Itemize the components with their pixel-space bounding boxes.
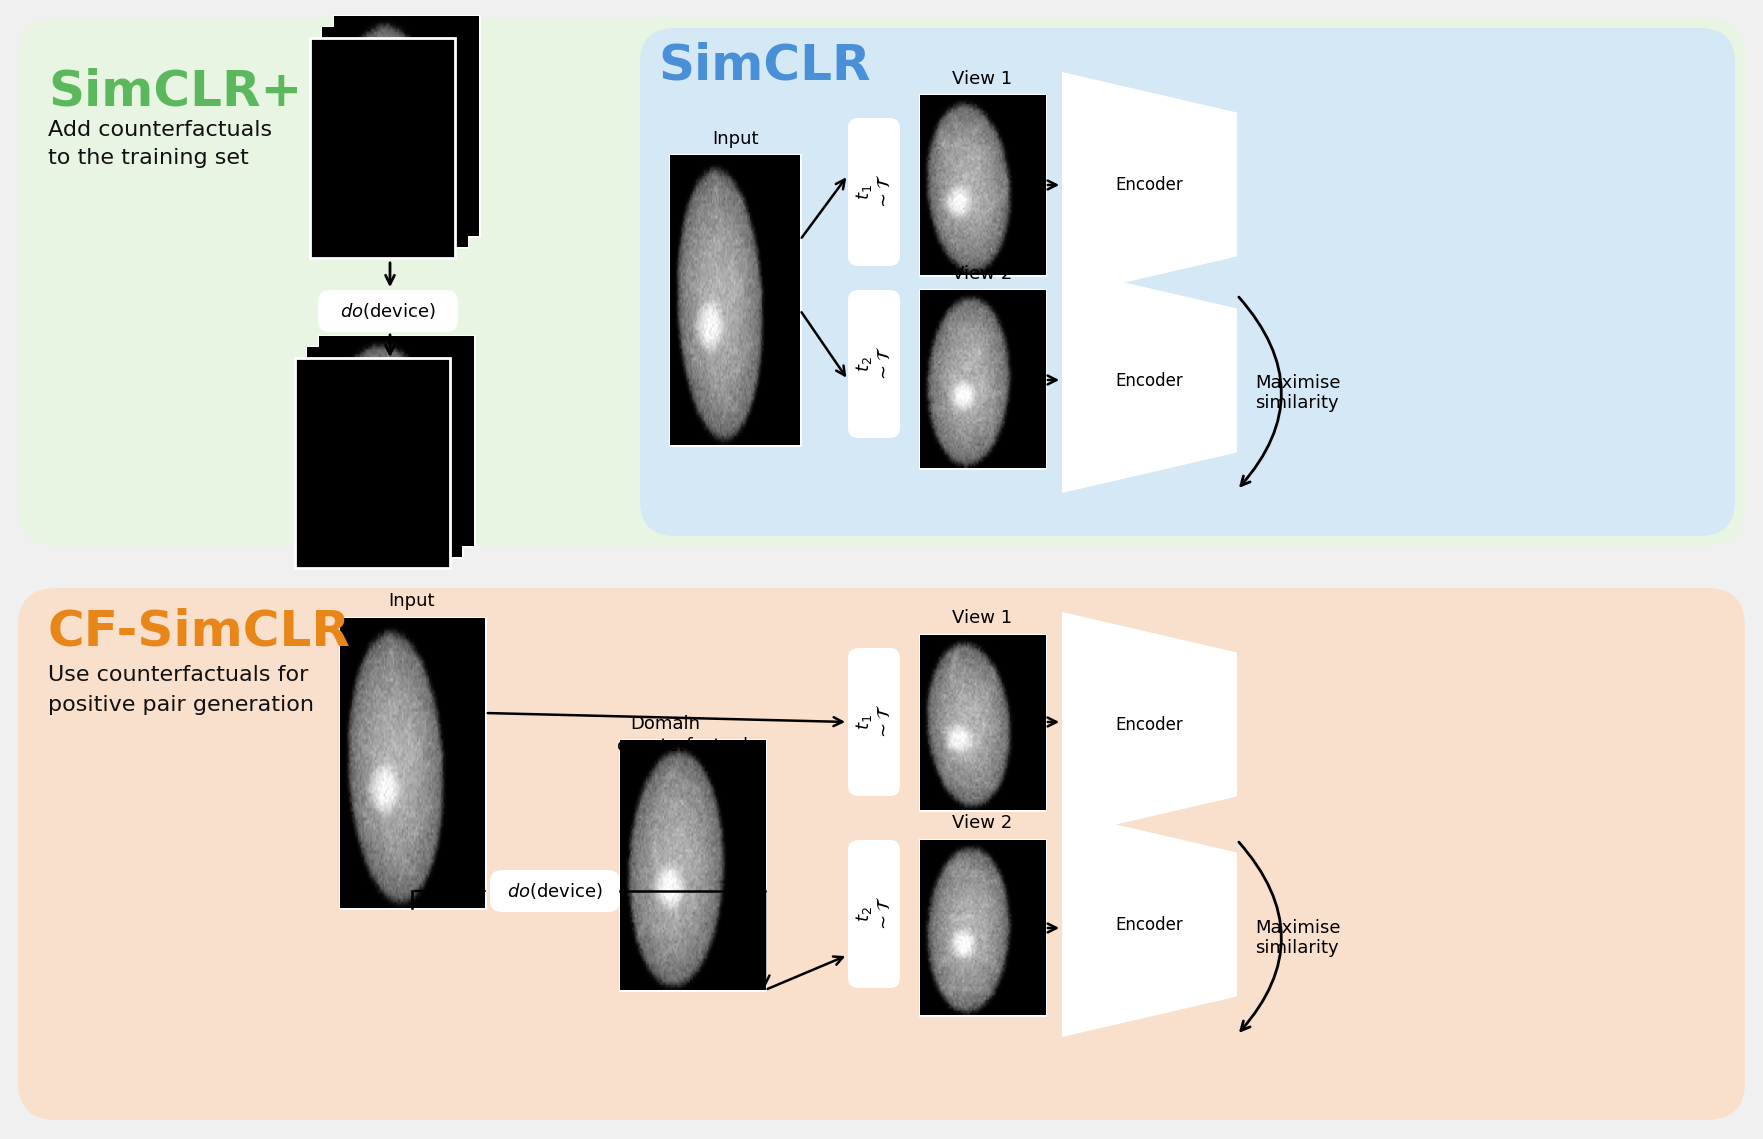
FancyBboxPatch shape — [18, 18, 1745, 546]
FancyBboxPatch shape — [848, 839, 899, 988]
Polygon shape — [1061, 812, 1238, 1036]
Text: counterfactual: counterfactual — [617, 737, 748, 755]
FancyBboxPatch shape — [848, 118, 899, 267]
Text: Encoder: Encoder — [1116, 916, 1183, 934]
Text: Add counterfactuals: Add counterfactuals — [48, 120, 272, 140]
Bar — [307, 347, 462, 557]
Bar — [323, 27, 467, 247]
FancyBboxPatch shape — [848, 290, 899, 439]
Text: Encoder: Encoder — [1116, 175, 1183, 194]
Text: Input: Input — [390, 592, 435, 611]
Polygon shape — [1061, 72, 1238, 297]
Text: SimCLR: SimCLR — [658, 42, 871, 90]
FancyBboxPatch shape — [18, 588, 1745, 1120]
Bar — [621, 740, 765, 990]
Bar — [340, 618, 485, 908]
Bar — [920, 290, 1045, 468]
Bar — [319, 336, 474, 546]
Polygon shape — [1061, 268, 1238, 493]
Text: SimCLR+: SimCLR+ — [48, 68, 301, 116]
Polygon shape — [1061, 612, 1238, 837]
Bar — [920, 839, 1045, 1015]
Text: View 2: View 2 — [952, 814, 1012, 831]
Bar — [920, 95, 1045, 274]
Text: positive pair generation: positive pair generation — [48, 695, 314, 715]
FancyBboxPatch shape — [317, 290, 458, 331]
Text: Encoder: Encoder — [1116, 715, 1183, 734]
Text: View 2: View 2 — [952, 265, 1012, 282]
Text: Maximise
similarity: Maximise similarity — [1255, 918, 1340, 958]
Text: $\it{do}$(device): $\it{do}$(device) — [340, 301, 435, 321]
Text: Input: Input — [712, 130, 758, 148]
Text: $t_2$
$\sim \mathcal{T}$: $t_2$ $\sim \mathcal{T}$ — [853, 895, 894, 933]
FancyBboxPatch shape — [490, 870, 621, 912]
Bar — [294, 358, 450, 568]
Text: Use counterfactuals for: Use counterfactuals for — [48, 665, 309, 685]
Text: $t_1$
$\sim \mathcal{T}$: $t_1$ $\sim \mathcal{T}$ — [853, 704, 894, 740]
Bar — [310, 38, 455, 259]
FancyBboxPatch shape — [848, 648, 899, 796]
Text: $t_2$
$\sim \mathcal{T}$: $t_2$ $\sim \mathcal{T}$ — [853, 345, 894, 383]
Text: Domain: Domain — [629, 715, 700, 734]
Bar — [920, 636, 1045, 810]
Text: to the training set: to the training set — [48, 148, 249, 167]
Text: $\it{do}$(device): $\it{do}$(device) — [508, 880, 603, 901]
Text: CF-SimCLR: CF-SimCLR — [48, 608, 351, 656]
Text: $t_1$
$\sim \mathcal{T}$: $t_1$ $\sim \mathcal{T}$ — [853, 173, 894, 211]
Bar — [670, 155, 800, 445]
FancyBboxPatch shape — [640, 28, 1735, 536]
Text: Encoder: Encoder — [1116, 371, 1183, 390]
Bar — [333, 16, 480, 236]
Text: Maximise
similarity: Maximise similarity — [1255, 374, 1340, 412]
Text: View 1: View 1 — [952, 609, 1012, 626]
Text: View 1: View 1 — [952, 69, 1012, 88]
